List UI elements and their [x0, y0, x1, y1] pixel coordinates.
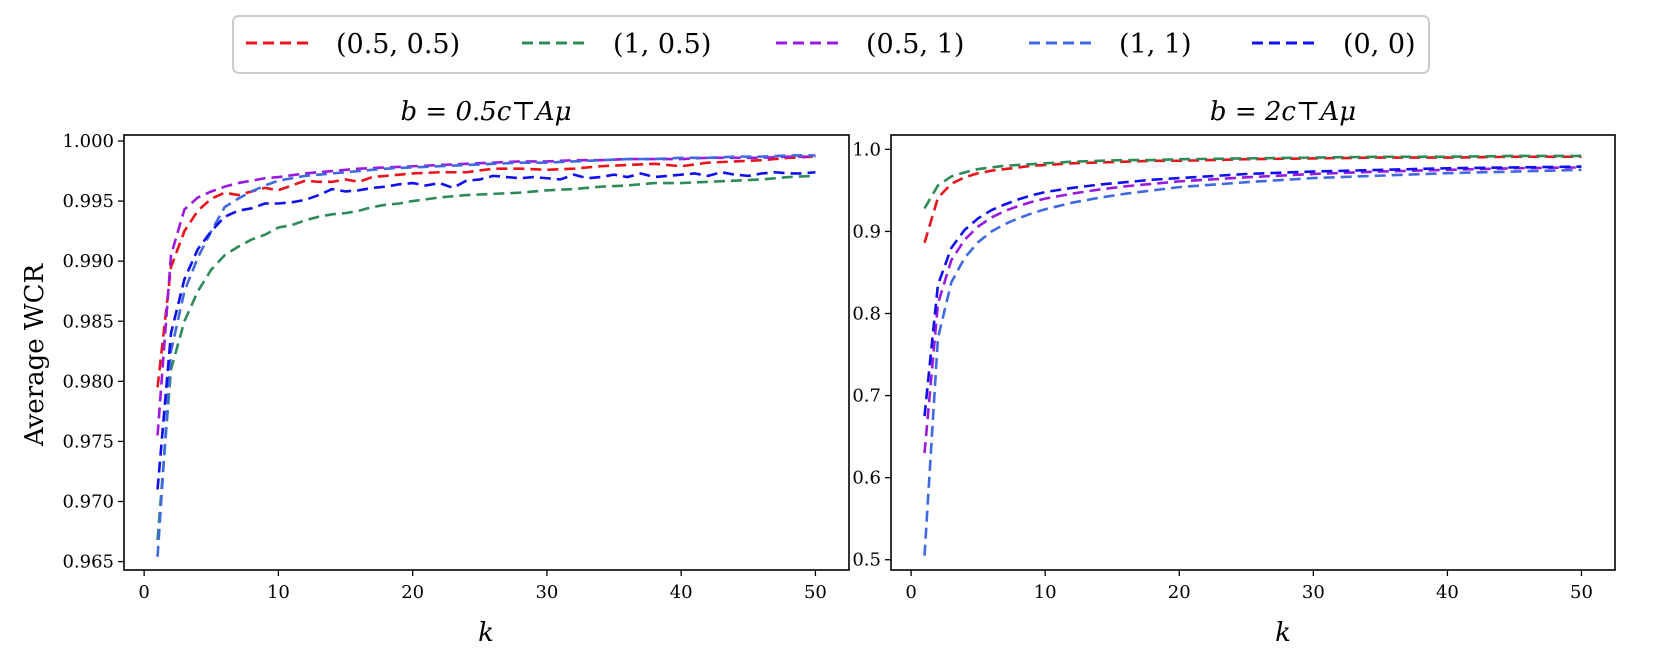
right-x-tick-label: 0 [905, 582, 916, 603]
right-y-tick-label: 0.6 [852, 468, 881, 489]
y-axis-label: Average WCR [20, 262, 50, 447]
left-x-axis-label: k [478, 618, 494, 648]
left-subplot: b = 0.5c⊤Aμ Average WCR k 0 10 20 30 40 50 0.9… [20, 97, 850, 648]
left-y-tick-label: 1.000 [62, 131, 114, 152]
right-ticks-group: 0 10 20 30 40 50 0.5 0.6 0.7 0.8 0.9 1.0 [852, 139, 1593, 603]
right-series-group [923, 154, 1582, 556]
left-series-line-1-1 [156, 154, 816, 557]
left-y-tick-label: 0.970 [62, 492, 114, 513]
left-plot-frame [123, 134, 850, 571]
right-y-tick-label: 0.8 [852, 304, 881, 325]
right-x-tick-label: 50 [1570, 582, 1593, 603]
left-x-tick-label: 20 [401, 582, 424, 603]
left-ticks-group: 0 10 20 30 40 50 0.965 0.970 0.975 0.980 0.985 0.99… [62, 131, 826, 603]
legend: (0.5, 0.5) (1, 0.5) (0.5, 1) (1, 1) (0, … [232, 15, 1430, 74]
left-x-tick-label: 40 [670, 582, 693, 603]
legend-label-0-5-0-5: (0.5, 0.5) [336, 29, 460, 60]
right-subplot: b = 2c⊤Aμ k 0 10 20 30 40 50 0.5 0.6 0.7 0.8 0.9 1.… [852, 97, 1616, 648]
right-x-tick-label: 20 [1168, 582, 1191, 603]
left-series-line-0-5-0-5 [156, 155, 816, 388]
left-x-tick-label: 0 [138, 582, 149, 603]
left-series-line-1-0-5 [156, 174, 816, 541]
left-x-tick-label: 10 [267, 582, 290, 603]
right-series-line-1-0-5 [923, 154, 1582, 210]
left-x-tick-label: 50 [804, 582, 827, 603]
right-series-line-0-0 [923, 165, 1582, 417]
legend-label-1-0-5: (1, 0.5) [613, 29, 711, 60]
right-plot-frame [890, 134, 1616, 571]
right-x-tick-label: 10 [1034, 582, 1057, 603]
left-y-tick-label: 0.990 [62, 251, 114, 272]
right-subplot-title: b = 2c⊤Aμ [1210, 97, 1356, 127]
left-y-tick-label: 0.975 [62, 431, 114, 452]
left-y-tick-label: 0.995 [62, 191, 114, 212]
legend-label-1-1: (1, 1) [1119, 29, 1192, 60]
left-series-line-0-5-1 [156, 155, 816, 436]
right-series-line-0-5-1 [923, 166, 1582, 454]
right-series-line-0-5-0-5 [923, 155, 1582, 244]
legend-label-0-0: (0, 0) [1343, 29, 1416, 60]
left-x-tick-label: 30 [535, 582, 558, 603]
right-x-tick-label: 30 [1302, 582, 1325, 603]
left-y-tick-label: 0.985 [62, 311, 114, 332]
left-y-tick-label: 0.965 [62, 552, 114, 573]
left-series-group [156, 154, 816, 557]
right-y-tick-label: 1.0 [852, 139, 881, 160]
left-subplot-title: b = 0.5c⊤Aμ [401, 97, 572, 127]
right-x-tick-label: 40 [1436, 582, 1459, 603]
right-y-tick-label: 0.5 [852, 550, 881, 571]
legend-label-0-5-1: (0.5, 1) [866, 29, 964, 60]
left-y-tick-label: 0.980 [62, 371, 114, 392]
left-series-line-0-0 [156, 170, 816, 490]
right-series-line-1-1 [923, 168, 1582, 556]
right-y-tick-label: 0.7 [852, 386, 881, 407]
right-y-tick-label: 0.9 [852, 221, 881, 242]
right-x-axis-label: k [1275, 618, 1291, 648]
